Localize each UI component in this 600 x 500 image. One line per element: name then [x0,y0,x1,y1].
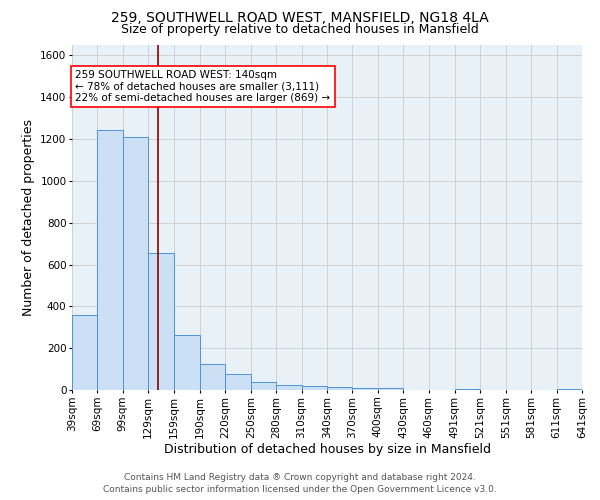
Bar [173,334,200,390]
Bar [251,382,276,390]
Text: Contains HM Land Registry data ® Crown copyright and database right 2024.
Contai: Contains HM Land Registry data ® Crown c… [103,473,497,494]
Bar [276,385,302,390]
Bar [327,387,352,390]
Y-axis label: Number of detached properties: Number of detached properties [22,119,35,316]
Bar [557,389,582,390]
Bar [378,388,403,390]
Bar [72,314,97,390]
Text: 259, SOUTHWELL ROAD WEST, MANSFIELD, NG18 4LA: 259, SOUTHWELL ROAD WEST, MANSFIELD, NG1… [111,11,489,25]
Bar [148,253,173,390]
Bar [352,388,378,390]
Bar [97,130,123,390]
Text: Size of property relative to detached houses in Mansfield: Size of property relative to detached ho… [121,22,479,36]
Bar [455,389,481,390]
Bar [226,374,251,390]
Bar [302,386,327,390]
X-axis label: Distribution of detached houses by size in Mansfield: Distribution of detached houses by size … [163,443,491,456]
Bar [200,364,226,390]
Text: 259 SOUTHWELL ROAD WEST: 140sqm
← 78% of detached houses are smaller (3,111)
22%: 259 SOUTHWELL ROAD WEST: 140sqm ← 78% of… [76,70,331,103]
Bar [123,137,148,390]
